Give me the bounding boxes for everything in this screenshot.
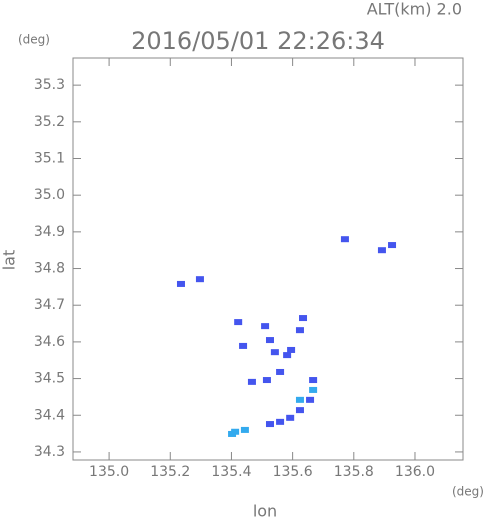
echo [306, 396, 315, 403]
y-tick-label: 34.7 [34, 297, 65, 313]
echo [265, 421, 274, 428]
echo [295, 407, 304, 414]
plot-frame [72, 57, 464, 461]
x-tick-label: 135.6 [273, 464, 313, 480]
echo [309, 377, 318, 384]
unit-top: (deg) [18, 33, 50, 47]
echo [287, 346, 296, 353]
timestamp: 2016/05/01 22:26:34 [131, 27, 385, 55]
echo [283, 352, 292, 359]
x-unit: (deg) [452, 485, 484, 499]
x-tick-label: 135.4 [211, 464, 251, 480]
x-tick-label: 135.2 [150, 464, 190, 480]
y-tick-label: 35.2 [34, 114, 65, 130]
echo [195, 276, 204, 283]
echo [247, 378, 256, 385]
x-tick-label: 136.0 [395, 464, 435, 480]
echo [276, 368, 285, 375]
echo [388, 242, 397, 249]
y-tick-label: 34.4 [34, 407, 65, 423]
x-axis-label: lon [253, 502, 277, 521]
echo [240, 426, 249, 433]
echo [239, 342, 248, 349]
y-tick-label: 35.3 [34, 77, 65, 93]
y-tick-label: 35.1 [34, 151, 65, 167]
echo [270, 349, 279, 356]
echo [340, 236, 349, 243]
echo [261, 323, 270, 330]
echo [295, 396, 304, 403]
y-tick-label: 34.3 [34, 444, 65, 460]
echo [265, 337, 274, 344]
x-tick-label: 135.8 [334, 464, 374, 480]
echo [286, 414, 295, 421]
echo [234, 319, 243, 326]
y-tick-label: 35.0 [34, 187, 65, 203]
y-tick-label: 34.9 [34, 224, 65, 240]
echo [295, 327, 304, 334]
altitude: ALT(km) 2.0 [367, 0, 462, 19]
y-tick-label: 34.8 [34, 261, 65, 277]
y-tick-label: 34.5 [34, 371, 65, 387]
x-tick-label: 135.0 [89, 464, 129, 480]
echo [228, 430, 237, 437]
y-tick-label: 34.6 [34, 334, 65, 350]
echo [176, 280, 185, 287]
echo [262, 377, 271, 384]
echo [377, 247, 386, 254]
echo [276, 418, 285, 425]
echo [309, 386, 318, 393]
y-axis-label: lat [0, 250, 19, 271]
echo [299, 315, 308, 322]
